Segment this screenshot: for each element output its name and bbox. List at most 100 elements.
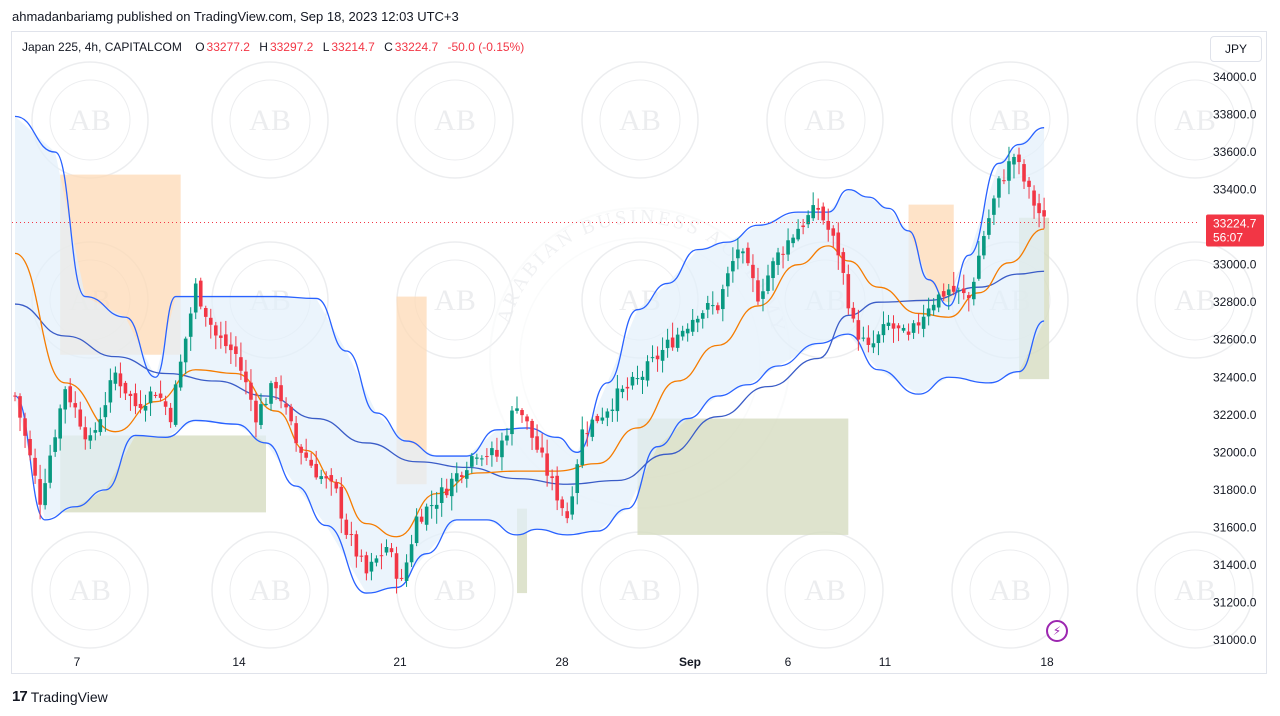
- candle: [439, 477, 444, 517]
- candle-body: [806, 215, 810, 225]
- candle: [1012, 153, 1016, 179]
- candle: [229, 332, 233, 364]
- watermark-text: AB: [69, 574, 111, 607]
- candle-body: [901, 327, 906, 331]
- y-tick-label: 33800.0: [1213, 108, 1257, 122]
- candle-body: [163, 401, 168, 407]
- tradingview-brand[interactable]: 17 TradingView: [12, 688, 108, 705]
- candle-body: [801, 225, 805, 228]
- candle-body: [48, 455, 52, 483]
- candle-body: [369, 561, 374, 572]
- watermark-text: AB: [434, 284, 476, 317]
- candle-body: [731, 261, 735, 272]
- candle-body: [454, 473, 459, 482]
- candle: [249, 369, 253, 412]
- candle: [153, 391, 158, 399]
- candle-body: [339, 486, 344, 519]
- candle-body: [68, 386, 73, 403]
- candle: [329, 468, 334, 496]
- candle: [555, 466, 559, 511]
- candle-body: [861, 337, 866, 339]
- candle-body: [710, 305, 715, 307]
- candle-body: [33, 457, 37, 476]
- candle-body: [334, 482, 339, 489]
- candle: [173, 380, 178, 427]
- candle-body: [1002, 180, 1006, 182]
- candle: [675, 327, 680, 352]
- candle: [279, 375, 283, 409]
- currency-button[interactable]: JPY: [1210, 36, 1262, 62]
- candle: [911, 320, 916, 339]
- ema-line: [14, 228, 1045, 538]
- candle: [565, 502, 569, 524]
- y-tick-label: 32600.0: [1213, 333, 1257, 347]
- candle-body: [771, 261, 775, 279]
- candle-body: [741, 251, 745, 254]
- candle: [505, 428, 509, 446]
- candle: [459, 471, 464, 484]
- candle-body: [269, 383, 273, 404]
- candle: [83, 416, 88, 450]
- candle: [480, 455, 484, 467]
- candle-body: [1012, 157, 1016, 165]
- close-value: 33224.7: [394, 40, 439, 54]
- candle-body: [173, 384, 178, 425]
- candle: [404, 554, 409, 587]
- candle-body: [53, 437, 57, 452]
- candle-body: [967, 295, 971, 299]
- open-value: 33277.2: [206, 40, 250, 54]
- candle-body: [208, 317, 213, 325]
- watermark-text: AB: [434, 574, 476, 607]
- candle: [901, 324, 906, 333]
- candle: [741, 248, 745, 264]
- candle-body: [389, 548, 394, 553]
- candle: [369, 552, 374, 581]
- watermark-inner-ring-icon: [414, 549, 496, 631]
- candle: [48, 444, 52, 489]
- candle: [1032, 185, 1036, 219]
- candle: [781, 246, 785, 269]
- candle-body: [977, 255, 981, 279]
- candle-body: [83, 427, 88, 440]
- candle-body: [309, 459, 313, 466]
- candle-body: [776, 252, 780, 265]
- candle-body: [896, 325, 901, 329]
- x-tick-label: 14: [232, 655, 246, 669]
- candle: [710, 291, 715, 315]
- candle: [685, 323, 690, 342]
- candle-body: [148, 391, 153, 404]
- candle: [545, 439, 549, 487]
- candle: [63, 386, 67, 424]
- candle: [590, 417, 595, 442]
- candle-body: [28, 438, 32, 456]
- candle-body: [756, 280, 760, 302]
- candle: [495, 437, 499, 462]
- candle: [294, 415, 298, 452]
- candle: [93, 422, 98, 441]
- candle: [1002, 169, 1006, 185]
- candle-body: [113, 372, 118, 384]
- candle-body: [143, 405, 148, 411]
- candle-body: [319, 476, 324, 480]
- x-tick-label: Sep: [679, 655, 701, 669]
- candle: [73, 391, 78, 418]
- candle: [98, 407, 103, 436]
- candle-body: [906, 331, 911, 335]
- candle-body: [329, 475, 334, 482]
- lightning-icon[interactable]: ⚡: [1046, 620, 1068, 642]
- candle-body: [992, 198, 996, 215]
- candle-body: [716, 305, 720, 311]
- watermark-inner-ring-icon: [229, 549, 311, 631]
- y-axis: 34000.033800.033600.033400.033200.033000…: [1213, 70, 1257, 647]
- candle-body: [1037, 203, 1041, 214]
- candle-body: [575, 464, 580, 494]
- candle: [936, 292, 941, 313]
- candle-body: [851, 307, 856, 319]
- candle-body: [705, 303, 710, 310]
- candle-body: [13, 395, 17, 397]
- candle-body: [434, 504, 439, 509]
- candle: [921, 304, 926, 338]
- candle: [660, 337, 665, 373]
- candle: [771, 257, 775, 291]
